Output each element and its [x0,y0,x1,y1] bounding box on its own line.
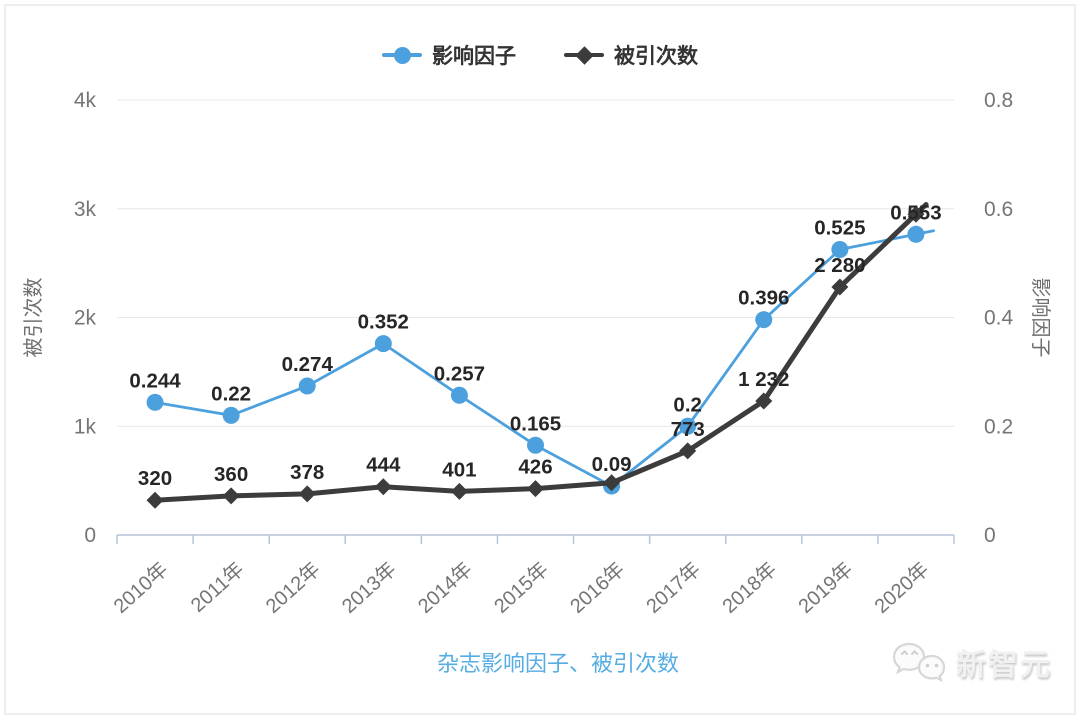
data-point-label: 360 [214,463,248,486]
x-axis-tick-label: 2017年 [642,558,705,618]
y-axis-left-title: 被引次数 [22,278,45,358]
data-point-diamond [755,392,773,410]
data-point-label: 0.22 [211,382,251,405]
data-point-circle [755,311,773,329]
y-axis-left-tick-label: 2k [74,307,97,330]
data-point-label: 2 280 [814,254,865,277]
y-axis-right-title: 影响因子 [1029,278,1052,358]
y-axis-right-tick-label: 0.4 [984,307,1014,330]
legend-label-citations: 被引次数 [614,45,698,68]
legend-label-impact-factor: 影响因子 [432,45,516,68]
x-axis-tick-label: 2014年 [413,558,476,618]
chart-legend: 影响因子 被引次数 [0,40,1080,70]
data-point-label: 773 [671,418,705,441]
data-point-diamond [603,474,621,492]
watermark-text: 新智元 [956,649,1052,682]
data-point-label: 0.2 [673,393,702,416]
data-point-label: 0.165 [510,412,561,435]
x-axis-tick-label: 2018年 [718,558,781,618]
data-point-label: 0.274 [282,353,334,376]
y-axis-right-tick-label: 0.8 [984,89,1013,112]
data-point-label: 444 [366,454,401,477]
data-point-label: 0.244 [129,369,181,392]
chat-bubbles-icon [892,642,946,683]
data-point-circle [831,241,849,259]
data-point-label: 0.352 [358,311,409,334]
y-axis-left-tick-label: 4k [74,89,97,112]
data-point-diamond [679,442,697,460]
data-point-circle [527,436,544,454]
data-point-label: 0.525 [814,217,865,240]
x-axis-tick-label: 2013年 [337,558,400,618]
data-point-label: 320 [138,467,172,490]
data-point-diamond [527,480,544,498]
x-axis-tick-label: 2012年 [261,558,324,618]
watermark: 新智元 [892,640,1052,684]
data-point-label: 0.396 [738,287,789,310]
x-axis-tick-label: 2020年 [870,558,933,618]
chart-caption: 杂志影响因子、被引次数 [436,651,679,676]
data-point-circle [222,406,240,424]
data-point-label: 426 [518,456,552,479]
series-line-citations [152,202,929,503]
data-point-circle [298,377,316,395]
y-axis-right-tick-label: 0.6 [984,198,1013,221]
data-point-diamond [831,278,849,296]
data-point-label: 0.09 [592,453,632,476]
data-point-label: 1 232 [738,368,789,391]
data-point-diamond [222,487,240,505]
series-line-impact-factor [153,229,936,488]
data-point-circle [907,225,925,243]
x-axis-tick-label: 2010年 [109,558,172,618]
y-axis-right-tick-label: 0.2 [984,415,1013,438]
data-point-label: 0.553 [890,201,941,224]
x-axis-tick-label: 2011年 [186,558,248,617]
legend-item-citations[interactable]: 被引次数 [564,40,698,70]
data-point-diamond [907,205,925,223]
legend-marker-diamond [564,45,604,65]
data-point-circle [450,386,468,404]
data-point-diamond [298,485,316,503]
data-point-circle [374,335,392,353]
data-point-diamond [450,482,468,500]
data-point-circle [679,417,697,435]
data-point-label: 378 [290,461,324,484]
legend-marker-circle [382,46,422,64]
x-axis-tick-label: 2016年 [566,558,629,618]
y-axis-right-tick-label: 0 [984,524,996,547]
y-axis-left-tick-label: 1k [74,415,97,438]
data-point-diamond [146,491,164,509]
y-axis-left-tick-label: 0 [84,524,96,547]
data-point-label: 0.257 [434,362,485,385]
data-point-diamond [374,478,392,496]
x-axis-tick-label: 2015年 [490,558,553,618]
data-point-circle [146,393,164,411]
data-point-label: 401 [442,458,476,481]
legend-item-impact-factor[interactable]: 影响因子 [382,40,516,70]
y-axis-left-tick-label: 3k [74,198,97,221]
x-axis-tick-label: 2019年 [794,558,857,618]
